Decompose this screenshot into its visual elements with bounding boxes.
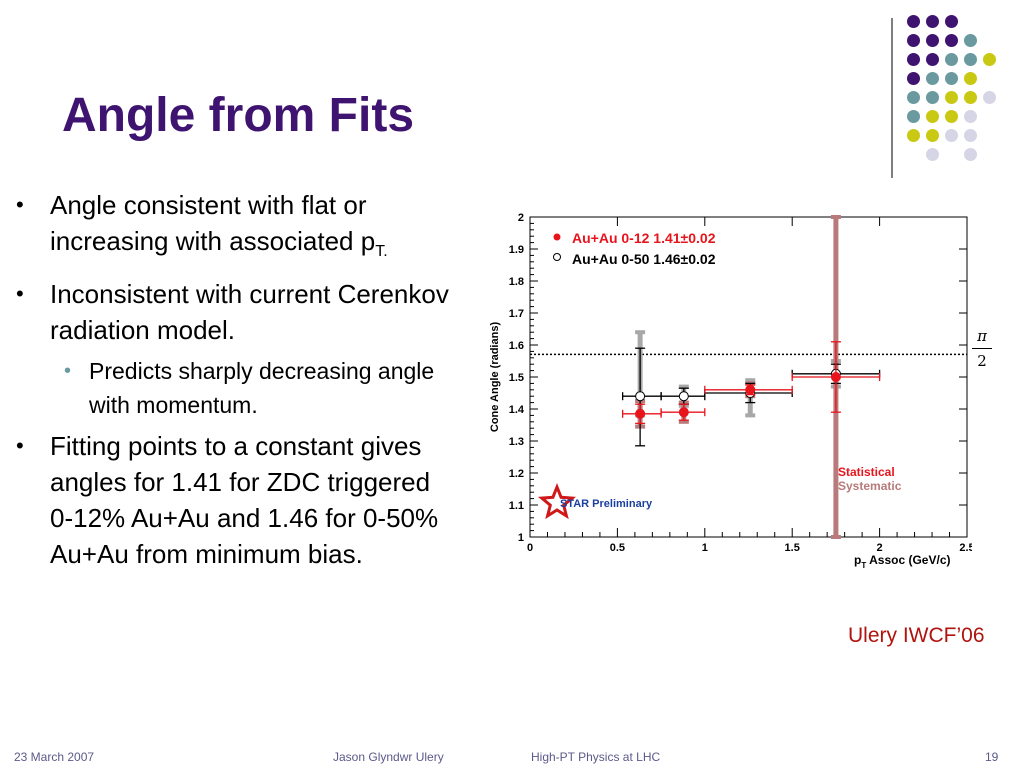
y-axis-label: Cone Angle (radians): [489, 322, 501, 433]
y-tick-label: 1.3: [509, 436, 524, 448]
legend-systematic: Systematic: [838, 479, 902, 493]
decorative-dot: [945, 72, 958, 85]
y-tick-label: 1.7: [509, 308, 524, 320]
bullet-text: Angle consistent with flat or increasing…: [50, 190, 376, 256]
x-tick-label: 0: [527, 542, 533, 554]
bullet-icon: •: [16, 433, 24, 458]
bullet-list: • Angle consistent with flat or increasi…: [14, 187, 454, 578]
bullet-subscript: T.: [375, 243, 388, 260]
legend-label-0-50: Au+Au 0-50 1.46±0.02: [572, 251, 716, 267]
pi-numerator: π: [977, 327, 987, 345]
cone-angle-chart: 1 1.1 1.2 1.3 1.4 1.5 1.6 1.7 1.8 1.9 2 0 0.5 1 1.5 2 2.…: [489, 212, 972, 570]
decorative-dot: [964, 53, 977, 66]
sub-bullet-icon: •: [64, 360, 72, 382]
decorative-dot: [926, 91, 939, 104]
y-tick-label: 1.5: [509, 372, 524, 384]
y-tick-label: 2: [518, 212, 524, 224]
data-point-0-12: [830, 372, 841, 382]
decorative-dot: [907, 53, 920, 66]
footer-author: Jason Glyndwr Ulery: [333, 750, 444, 764]
decorative-dot: [945, 34, 958, 47]
decorative-dot: [926, 148, 939, 161]
preliminary-watermark: STAR Preliminary: [560, 498, 653, 510]
footer-event: High-PT Physics at LHC: [531, 750, 661, 764]
decorative-dot: [926, 15, 939, 28]
bullet-item: • Inconsistent with current Cerenkov rad…: [14, 276, 454, 348]
decorative-divider: [891, 18, 893, 178]
decorative-dot: [945, 91, 958, 104]
data-point-0-12: [635, 408, 646, 419]
bullet-text: Fitting points to a constant gives angle…: [50, 431, 439, 569]
x-tick-label: 0.5: [610, 542, 625, 554]
decorative-dot: [964, 72, 977, 85]
sub-bullet-item: • Predicts sharply decreasing angle with…: [14, 354, 454, 422]
decorative-dot: [907, 110, 920, 123]
y-tick-label: 1.8: [509, 276, 524, 288]
decorative-dot: [907, 15, 920, 28]
decorative-dot: [945, 53, 958, 66]
y-tick-label: 1.2: [509, 468, 524, 480]
decorative-dot: [945, 110, 958, 123]
decorative-dot: [964, 91, 977, 104]
decorative-dot: [964, 148, 977, 161]
y-tick-label: 1.9: [509, 244, 524, 256]
footer-page-number: 19: [985, 750, 999, 764]
data-point-0-50: [678, 391, 689, 402]
legend-statistical: Statistical: [838, 465, 895, 479]
pi-denominator: 2: [977, 352, 987, 370]
data-point-0-12: [678, 407, 689, 418]
decorative-dot: [964, 34, 977, 47]
decorative-dot: [907, 91, 920, 104]
decorative-dot: [983, 53, 996, 66]
decorative-dot: [926, 53, 939, 66]
bullet-icon: •: [16, 192, 24, 217]
footer-date: 23 March 2007: [14, 750, 95, 764]
pi-over-2-label: π 2: [972, 327, 992, 370]
fraction-bar: [972, 348, 992, 349]
data-point-0-12: [745, 384, 756, 395]
bullet-item: • Fitting points to a constant gives ang…: [14, 428, 454, 572]
x-tick-label: 1.5: [785, 542, 800, 554]
decorative-dot: [926, 129, 939, 142]
x-tick-label: 2.5: [959, 542, 972, 554]
decorative-dot: [907, 72, 920, 85]
decorative-dot: [945, 15, 958, 28]
y-tick-label: 1.4: [509, 404, 525, 416]
decorative-dot: [926, 110, 939, 123]
decorative-dot: [907, 129, 920, 142]
decorative-dot: [926, 72, 939, 85]
decorative-dot: [964, 110, 977, 123]
decorative-dot: [926, 34, 939, 47]
decorative-dot: [983, 91, 996, 104]
legend-label-0-12: Au+Au 0-12 1.41±0.02: [572, 230, 716, 246]
bullet-text: Inconsistent with current Cerenkov radia…: [50, 279, 449, 345]
bullet-icon: •: [16, 281, 24, 306]
decorative-dot: [964, 129, 977, 142]
x-axis-label: pT Assoc (GeV/c): [854, 553, 951, 570]
decorative-dot: [907, 34, 920, 47]
y-tick-label: 1.1: [509, 500, 524, 512]
legend-marker-0-12: [553, 233, 561, 241]
x-tick-label: 2: [877, 542, 883, 554]
decorative-dot-grid: [907, 15, 1007, 165]
sub-bullet-text: Predicts sharply decreasing angle with m…: [89, 358, 435, 418]
decorative-dot: [945, 129, 958, 142]
y-tick-label: 1.6: [509, 340, 524, 352]
x-tick-label: 1: [702, 542, 708, 554]
citation: Ulery IWCF’06: [848, 624, 985, 647]
y-tick-label: 1: [518, 532, 524, 544]
bullet-item: • Angle consistent with flat or increasi…: [14, 187, 454, 270]
legend-marker-0-50: [553, 253, 561, 261]
star-logo-icon: [537, 482, 577, 520]
data-point-0-50: [635, 391, 646, 402]
slide-title: Angle from Fits: [62, 89, 415, 142]
